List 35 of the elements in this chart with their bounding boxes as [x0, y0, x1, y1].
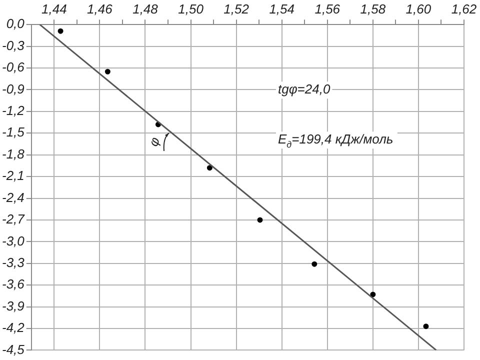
point — [312, 261, 318, 267]
y-tick-label: -1,2 — [2, 103, 26, 118]
x-tick-label: 1,56 — [314, 1, 341, 16]
x-tick-label: 1,50 — [178, 1, 204, 16]
y-tick-label: -2,4 — [2, 190, 24, 205]
y-tick-label: -4,2 — [2, 320, 26, 336]
point — [206, 165, 212, 171]
point — [257, 217, 263, 223]
y-tick-label: -0,6 — [2, 60, 26, 75]
point — [104, 68, 110, 74]
x-tick-label: 1,52 — [224, 1, 250, 16]
x-tick-label: 1,62 — [451, 1, 478, 16]
y-tick-label: -1,8 — [2, 146, 26, 162]
point — [58, 28, 64, 34]
x-tick-label: 1,44 — [42, 1, 67, 16]
y-tick-label: -2,1 — [2, 168, 24, 184]
x-tick-label: 1,48 — [132, 1, 159, 16]
y-tick-label: 0,0 — [6, 16, 26, 32]
annotation: φ — [146, 134, 163, 148]
y-tick-label: -3,6 — [2, 276, 26, 292]
x-tick-label: 1,54 — [269, 1, 295, 16]
y-tick-label: -3,3 — [2, 254, 26, 270]
y-tick-label: -2,7 — [2, 212, 26, 227]
x-tick-label: 1,46 — [87, 1, 114, 16]
y-tick-label: -3,0 — [2, 233, 26, 248]
x-tick-label: 1,58 — [360, 1, 386, 16]
y-tick-label: -4,5 — [2, 342, 26, 357]
y-tick-label: -3,9 — [2, 298, 24, 314]
y-tick-label: -1,5 — [2, 124, 26, 140]
y-tick-label: -0,9 — [2, 81, 24, 96]
x-tick-label: 1,60 — [406, 1, 432, 16]
point — [423, 324, 429, 330]
point — [370, 292, 376, 298]
y-tick-label: -0,3 — [2, 38, 26, 53]
annotation: tgφ=24,0 — [278, 82, 331, 97]
